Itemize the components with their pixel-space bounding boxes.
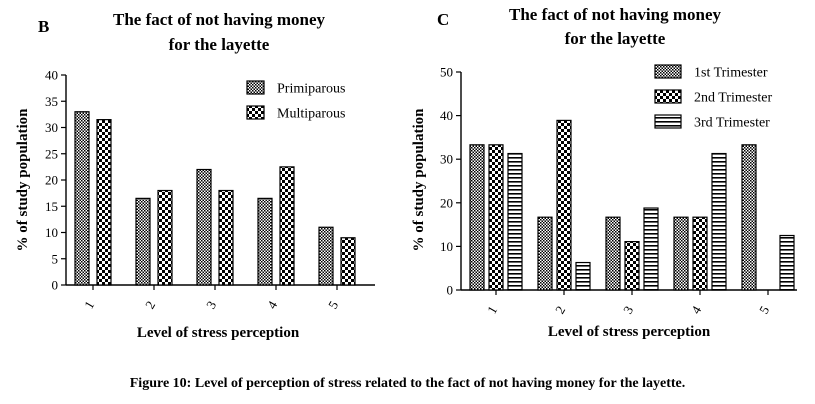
y-tick-label: 35 <box>45 94 58 109</box>
x-tick-label: 3 <box>203 298 219 311</box>
y-tick-label: 10 <box>45 225 58 240</box>
legend-item: Multiparous <box>246 105 345 122</box>
legend-swatch <box>654 64 682 79</box>
x-tick-label: 3 <box>620 303 636 316</box>
legend-item: 1st Trimester <box>654 64 768 81</box>
bar <box>692 216 708 291</box>
x-axis-label: Level of stress perception <box>137 325 300 341</box>
bar <box>135 197 151 286</box>
bar <box>488 144 504 291</box>
legend-item: 3rd Trimester <box>654 114 770 131</box>
legend: Primiparous Multiparous <box>246 80 345 122</box>
legend-label: Primiparous <box>277 82 345 97</box>
x-tick-label: 5 <box>325 298 341 311</box>
chart-title-line-2: for the layette <box>169 35 270 54</box>
bar <box>575 261 591 291</box>
bar <box>507 152 523 291</box>
chart-panel-c: C The fact of not having money for the l… <box>411 5 797 340</box>
y-tick-label: 15 <box>45 199 58 214</box>
bar <box>218 189 234 286</box>
bar <box>673 216 689 291</box>
bar <box>605 216 621 291</box>
y-axis-label: % of study population <box>411 108 427 252</box>
bar <box>469 144 485 291</box>
bar <box>556 119 572 291</box>
y-tick-label: 0 <box>447 283 454 298</box>
legend-item: Primiparous <box>246 80 345 97</box>
x-tick-label: 2 <box>142 298 158 311</box>
bar <box>643 207 659 291</box>
y-tick-label: 20 <box>440 195 453 210</box>
x-tick-label: 5 <box>756 303 772 316</box>
x-tick-label: 2 <box>552 303 568 316</box>
bar <box>196 168 212 286</box>
legend-swatch <box>654 114 682 129</box>
legend: 1st Trimester 2nd Trimester 3rd Trimester <box>654 64 773 131</box>
bar <box>340 237 356 286</box>
x-axis-label: Level of stress perception <box>548 324 711 340</box>
bar <box>624 241 640 291</box>
chart-panel-b: B The fact of not having money for the l… <box>15 10 375 341</box>
y-tick-label: 30 <box>45 120 58 135</box>
plot-area: 0 5 10 15 20 25 30 35 40 1 2 3 4 5 <box>45 68 375 312</box>
y-tick-label: 30 <box>440 152 453 167</box>
bar <box>741 144 757 291</box>
legend-label: 1st Trimester <box>694 66 768 81</box>
x-tick-label: 1 <box>484 303 500 316</box>
chart-title-line-1: The fact of not having money <box>509 5 722 24</box>
legend-swatch <box>246 80 265 95</box>
y-tick-label: 40 <box>440 108 453 123</box>
bar <box>318 226 334 286</box>
plot-area: 0 10 20 30 40 50 1 2 3 4 5 <box>440 65 797 317</box>
legend-label: 3rd Trimester <box>694 116 770 131</box>
legend-label: Multiparous <box>277 107 345 122</box>
chart-title-line-2: for the layette <box>565 29 666 48</box>
panel-letter: C <box>437 10 449 29</box>
legend-swatch <box>654 89 682 104</box>
bar <box>711 152 727 291</box>
bar <box>537 216 553 291</box>
y-tick-label: 10 <box>440 239 453 254</box>
bar <box>279 166 295 286</box>
y-tick-label: 5 <box>52 251 59 266</box>
y-tick-label: 50 <box>440 65 453 80</box>
y-axis-label: % of study population <box>15 108 31 252</box>
bar <box>779 234 795 291</box>
x-tick-label: 1 <box>81 298 97 311</box>
bar <box>157 189 173 286</box>
figure-caption: Figure 10: Level of perception of stress… <box>129 376 686 391</box>
legend-label: 2nd Trimester <box>694 91 773 106</box>
legend-swatch <box>246 105 265 120</box>
bar <box>96 119 112 286</box>
y-tick-label: 40 <box>45 68 58 83</box>
x-tick-label: 4 <box>688 303 704 317</box>
bar <box>257 197 273 286</box>
panel-letter: B <box>38 17 49 36</box>
y-tick-label: 25 <box>45 146 58 161</box>
x-tick-label: 4 <box>264 298 280 312</box>
bar <box>74 111 90 286</box>
y-tick-label: 20 <box>45 173 58 188</box>
legend-item: 2nd Trimester <box>654 89 773 106</box>
chart-title-line-1: The fact of not having money <box>113 10 326 29</box>
y-tick-label: 0 <box>52 278 59 293</box>
